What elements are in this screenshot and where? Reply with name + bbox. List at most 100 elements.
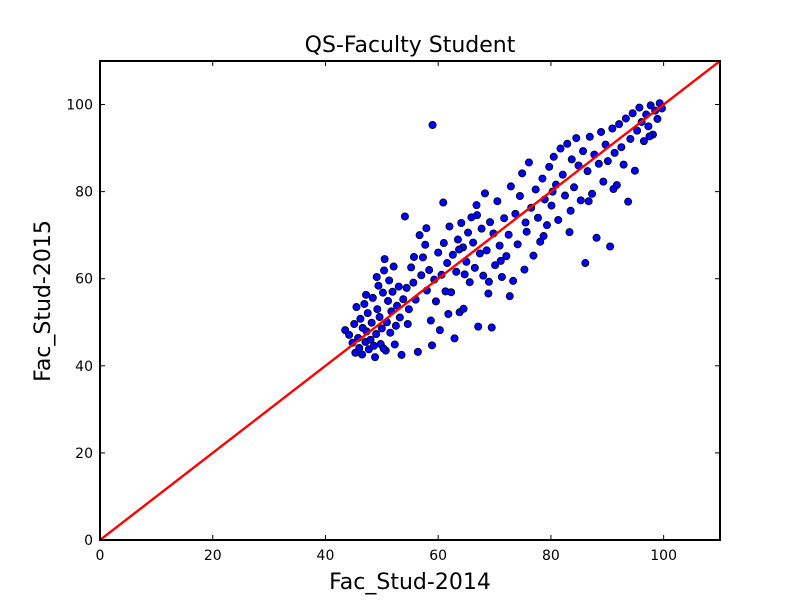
scatter-point (418, 253, 427, 262)
scatter-point (395, 313, 404, 322)
scatter-point (421, 240, 430, 249)
x-tick-label: 100 (650, 548, 677, 564)
scatter-point (356, 314, 365, 323)
scatter-point (443, 259, 452, 268)
scatter-point (567, 155, 576, 164)
scatter-point (453, 235, 462, 244)
scatter-point (484, 277, 493, 286)
scatter-point (379, 344, 388, 353)
y-tick-label: 60 (75, 272, 93, 288)
scatter-point (369, 341, 378, 350)
scatter-point (465, 278, 474, 287)
scatter-point (493, 197, 502, 206)
scatter-point (390, 340, 399, 349)
scatter-point (588, 189, 597, 198)
scatter-point (477, 224, 486, 233)
scatter-point (624, 197, 633, 206)
scatter-point (422, 224, 431, 233)
scatter-point (426, 316, 435, 325)
scatter-point (617, 143, 626, 152)
x-tick-label: 0 (96, 548, 105, 564)
scatter-point (496, 256, 505, 265)
scatter-point (372, 272, 381, 281)
scatter-point (565, 228, 574, 237)
scatter-point (380, 255, 389, 264)
scatter-point (556, 144, 565, 153)
scatter-point (415, 231, 424, 240)
scatter-point (545, 162, 554, 171)
scatter-point (500, 214, 509, 223)
scatter-point (472, 201, 481, 210)
scatter-point (628, 109, 637, 118)
scatter-point (497, 272, 506, 281)
scatter-point (384, 296, 393, 305)
scatter-point (479, 271, 488, 280)
scatter-point (460, 270, 469, 279)
identity-line (100, 61, 720, 540)
scatter-point (386, 328, 395, 337)
scatter-point (407, 263, 416, 272)
scatter-point (397, 350, 406, 359)
scatter-point (473, 211, 482, 220)
scatter-point (435, 326, 444, 335)
scatter-point (447, 288, 456, 297)
scatter-point (615, 120, 624, 129)
y-tick-label: 80 (75, 185, 93, 201)
scatter-point (455, 245, 464, 254)
scatter-point (394, 282, 403, 291)
scatter-point (576, 196, 585, 205)
scatter-point (367, 318, 376, 327)
y-axis-label: Fac_Stud-2015 (31, 220, 56, 382)
scatter-point (452, 267, 461, 276)
scatter-point (464, 228, 473, 237)
scatter-point (413, 347, 422, 356)
y-tick-label: 100 (66, 98, 93, 114)
y-tick-label: 20 (75, 446, 93, 462)
scatter-point (389, 262, 398, 271)
scatter-point (504, 230, 513, 239)
scatter-point (399, 295, 408, 304)
scatter-point (633, 126, 642, 135)
scatter-point (480, 189, 489, 198)
scatter-point (531, 185, 540, 194)
scatter-point (606, 242, 615, 251)
x-tick-label: 40 (317, 548, 335, 564)
scatter-point (459, 304, 468, 313)
scatter-point (502, 252, 511, 261)
scatter-point (522, 227, 531, 236)
scatter-point (362, 290, 371, 299)
scatter-point (646, 101, 655, 110)
scatter-point (474, 322, 483, 331)
scatter-point (520, 265, 529, 274)
scatter-point (391, 321, 400, 330)
scatter-point (626, 134, 635, 143)
scatter-point (524, 158, 533, 167)
scatter-point (470, 263, 479, 272)
plot-area (100, 61, 720, 540)
scatter-point (639, 137, 648, 146)
scatter-point (431, 297, 440, 306)
scatter-point (475, 249, 484, 258)
scatter-point (434, 248, 443, 257)
chart-title: QS-Faculty Student (305, 33, 516, 58)
scatter-point (388, 287, 397, 296)
scatter-point (594, 159, 603, 168)
scatter-point (581, 259, 590, 268)
scatter-point (377, 324, 386, 333)
scatter-point (355, 343, 364, 352)
scatter-point (380, 266, 389, 275)
scatter-point (592, 233, 601, 242)
scatter-point (487, 323, 496, 332)
scatter-point (375, 313, 384, 322)
scatter-point (372, 330, 381, 339)
scatter-point (584, 197, 593, 206)
x-tick-label: 80 (542, 548, 560, 564)
scatter-point (509, 276, 518, 285)
scatter-point (457, 218, 466, 227)
scatter-point (469, 238, 478, 247)
scatter-point (538, 174, 547, 183)
scatter-point (448, 250, 457, 259)
scatter-point (373, 305, 382, 314)
scatter-point (630, 166, 639, 175)
